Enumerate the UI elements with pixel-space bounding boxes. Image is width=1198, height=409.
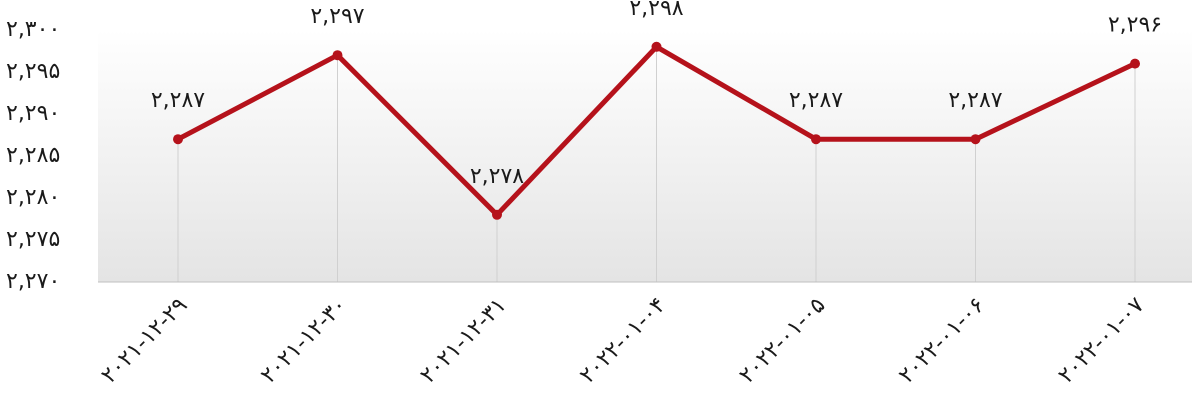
y-tick-label: ۲,۲۷۰ <box>6 269 60 294</box>
plot-area <box>98 30 1192 282</box>
data-label: ۲,۲۹۷ <box>310 4 364 29</box>
y-axis-ticks: ۲,۲۷۰ ۲,۲۷۵ ۲,۲۸۰ ۲,۲۸۵ ۲,۲۹۰ ۲,۲۹۵ ۲,۳۰۰ <box>6 17 60 294</box>
x-axis-ticks: ۲۰۲۱-۱۲-۲۹ ۲۰۲۱-۱۲-۳۰ ۲۰۲۱-۱۲-۳۱ ۲۰۲۲-۰۱-۰۴… <box>97 293 1150 389</box>
y-tick-label: ۲,۲۷۵ <box>6 227 60 252</box>
y-tick-label: ۲,۳۰۰ <box>6 17 60 42</box>
x-tick-label: ۲۰۲۱-۱۲-۳۰ <box>256 293 352 389</box>
data-label: ۲,۲۹۸ <box>629 0 683 21</box>
x-tick-label: ۲۰۲۲-۰۱-۰۶ <box>894 293 990 389</box>
x-tick-label: ۲۰۲۲-۰۱-۰۷ <box>1054 293 1150 389</box>
y-tick-label: ۲,۲۹۰ <box>6 101 60 126</box>
data-label: ۲,۲۷۸ <box>470 164 524 189</box>
y-tick-label: ۲,۲۸۵ <box>6 143 60 168</box>
data-point <box>1130 59 1140 69</box>
data-label: ۲,۲۸۷ <box>948 88 1002 113</box>
x-tick-label: ۲۰۲۲-۰۱-۰۵ <box>735 293 831 389</box>
data-point <box>971 134 981 144</box>
data-point <box>652 42 662 52</box>
y-tick-label: ۲,۲۸۰ <box>6 185 60 210</box>
x-tick-label: ۲۰۲۲-۰۱-۰۴ <box>575 293 671 389</box>
data-point <box>811 134 821 144</box>
data-label: ۲,۲۸۷ <box>789 88 843 113</box>
y-tick-label: ۲,۲۹۵ <box>6 59 60 84</box>
data-label: ۲,۲۸۷ <box>151 88 205 113</box>
data-point <box>173 134 183 144</box>
data-point <box>333 50 343 60</box>
data-point <box>492 210 502 220</box>
x-tick-label: ۲۰۲۱-۱۲-۲۹ <box>97 293 193 389</box>
data-label: ۲,۲۹۶ <box>1108 13 1162 38</box>
x-tick-label: ۲۰۲۱-۱۲-۳۱ <box>416 293 512 389</box>
